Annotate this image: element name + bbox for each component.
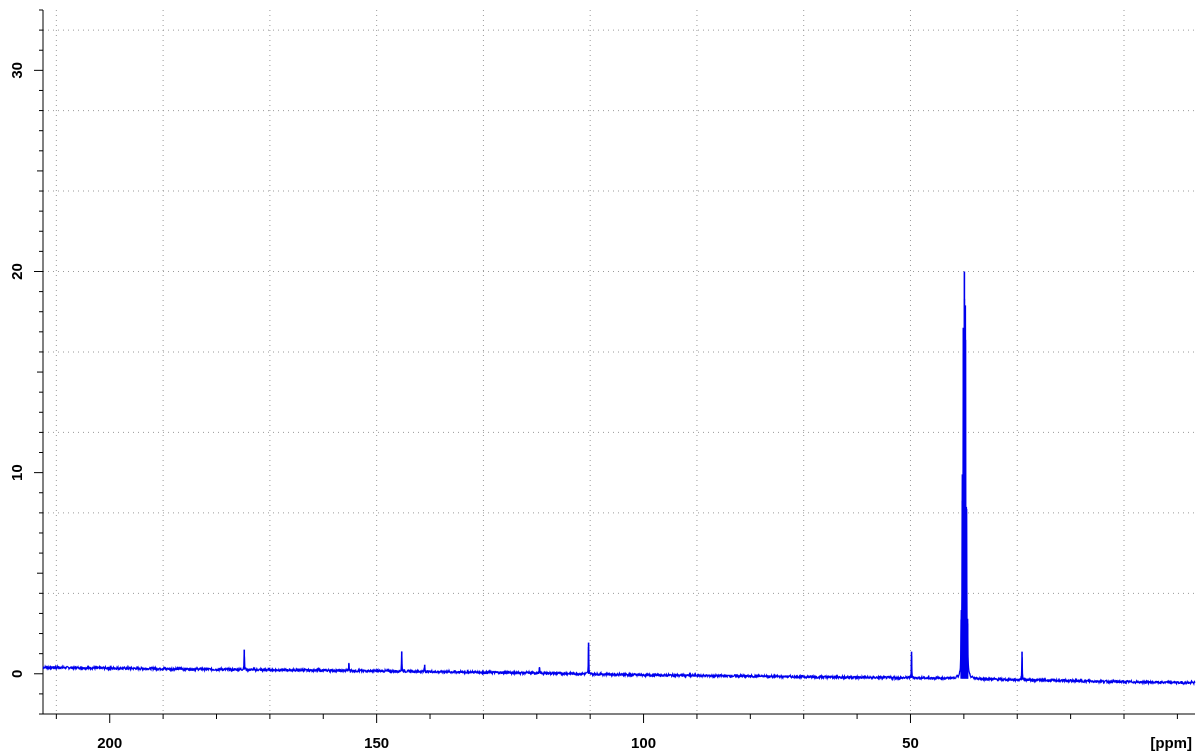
- x-axis-ticks: 200 150 100 50: [56, 714, 1177, 752]
- x-tick-label: 200: [97, 735, 122, 752]
- spectrum-line: [43, 299, 1195, 684]
- axes: [43, 10, 1195, 714]
- x-tick-label: 100: [631, 735, 656, 752]
- spectrum-series: [43, 271, 1195, 683]
- y-tick-label: 20: [9, 263, 26, 280]
- y-tick-label: 0: [9, 670, 26, 678]
- y-tick-label: 10: [9, 464, 26, 481]
- grid-lines: [43, 10, 1195, 714]
- y-axis-ticks: 0 10 20 30: [9, 10, 43, 714]
- x-axis-unit-label: [ppm]: [1150, 735, 1192, 752]
- x-tick-label: 150: [364, 735, 389, 752]
- y-tick-label: 30: [9, 62, 26, 79]
- x-tick-label: 50: [902, 735, 919, 752]
